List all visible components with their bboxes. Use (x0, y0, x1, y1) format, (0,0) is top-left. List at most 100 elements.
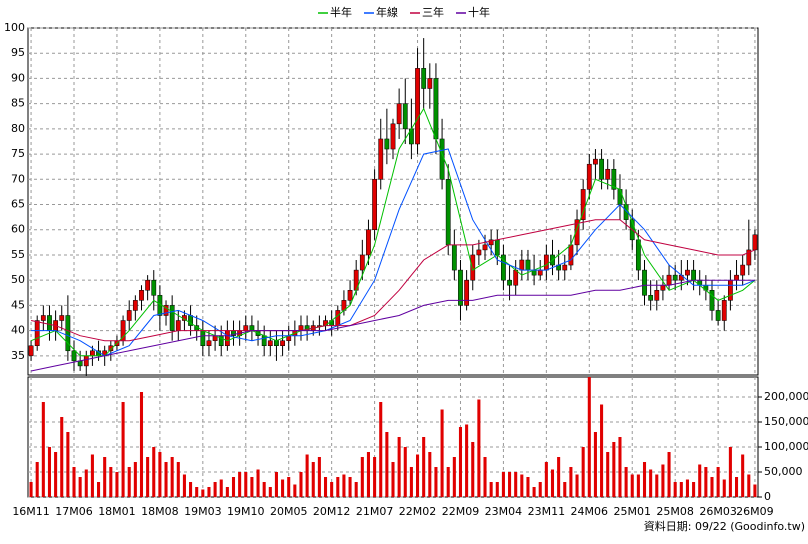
candle-body (635, 239, 641, 271)
candle-body (482, 244, 488, 251)
candle-body (71, 350, 77, 362)
candle-body (617, 189, 623, 205)
candle-body (83, 355, 89, 367)
candle-body (163, 305, 169, 316)
ma-line (31, 148, 756, 357)
y2-tick-label: 0 (764, 490, 771, 503)
candle-body (139, 290, 144, 301)
candle-body (740, 264, 746, 276)
volume-bar (673, 482, 677, 497)
volume-bar (360, 457, 364, 497)
volume-bar (440, 409, 444, 497)
y-tick-label: 50 (11, 273, 25, 286)
y-tick-label: 70 (11, 172, 25, 185)
volume-bar (164, 462, 168, 497)
candle-body (666, 274, 672, 286)
ma-line (30, 219, 756, 342)
volume-bar (385, 432, 389, 497)
volume-bar (250, 477, 254, 497)
candle-body (525, 259, 531, 271)
candle-body (47, 315, 52, 331)
y-tick-label: 90 (11, 71, 25, 84)
volume-bar (618, 437, 622, 497)
candle-body (685, 269, 690, 276)
y-tick-label: 75 (11, 147, 25, 160)
volume-bar (698, 464, 702, 497)
candle-body (488, 239, 494, 246)
volume-bar (483, 457, 487, 497)
y2-tick-label: 50,000 (764, 465, 803, 478)
volume-bar (526, 477, 530, 497)
candle-body (359, 254, 365, 271)
y-tick-label: 95 (11, 46, 25, 59)
volume-bar (409, 467, 413, 497)
volume-bar (281, 479, 285, 497)
candle-body (224, 330, 230, 346)
price-panel (27, 27, 759, 376)
y2-tick-label: 200,000 (764, 390, 808, 403)
candle-body (715, 310, 721, 321)
volume-bar (520, 474, 524, 497)
y-tick-label: 40 (11, 324, 25, 337)
candle-body (501, 254, 506, 281)
candle-body (691, 269, 696, 281)
x-tick-label: 22M02 (399, 505, 437, 518)
volume-bar (728, 447, 732, 497)
y-tick-label: 35 (11, 349, 25, 362)
x-tick-label: 19M10 (227, 505, 265, 518)
volume-bar (679, 482, 683, 497)
volume-bar (722, 479, 726, 497)
volume-bar (471, 442, 475, 497)
candle-body (642, 269, 647, 296)
volume-bar (710, 477, 714, 497)
candle-body (464, 279, 470, 306)
x-tick-label: 20M05 (270, 505, 308, 518)
volume-bar (182, 474, 186, 497)
x-tick-label: 25M08 (656, 505, 694, 518)
volume-bar (348, 477, 352, 497)
volume-bar (391, 462, 395, 497)
x-tick-label: 18M08 (141, 505, 179, 518)
volume-bar (734, 477, 739, 497)
volume-bar (661, 464, 665, 497)
candle-body (243, 325, 249, 331)
legend-label: 十年 (468, 5, 490, 19)
x-tick-label: 16M11 (12, 505, 50, 518)
candle-body (169, 305, 175, 331)
candle-body (611, 168, 617, 190)
volume-bar (47, 447, 52, 497)
candle-body (261, 335, 267, 346)
volume-bar (72, 467, 76, 497)
volume-bar (201, 489, 205, 497)
candle-body (415, 68, 420, 145)
volume-bar (458, 427, 463, 497)
volume-bar (452, 457, 456, 497)
volume-bar (416, 454, 420, 497)
candle-body (372, 179, 377, 230)
volume-bar (379, 402, 383, 497)
candle-body (660, 284, 666, 291)
candle-body (519, 259, 525, 271)
candle-body (175, 320, 181, 331)
candle-body (439, 138, 445, 180)
volume-bar (403, 447, 407, 497)
candle-body (335, 310, 341, 326)
candle-body (421, 68, 427, 89)
y-tick-label: 60 (11, 223, 25, 236)
candle-body (433, 78, 439, 140)
volume-bar (538, 482, 542, 497)
candle-body (396, 103, 402, 125)
volume-bar (716, 467, 720, 497)
volume-bar (317, 457, 321, 497)
volume-bar (84, 469, 88, 497)
candle-body (574, 219, 580, 246)
y-tick-label: 100 (4, 21, 25, 34)
volume-bar (219, 479, 223, 497)
volume-bar (299, 472, 303, 497)
candle-body (120, 320, 126, 341)
volume-bar (121, 402, 125, 497)
volume-bar (133, 462, 137, 497)
y-tick-label: 85 (11, 97, 25, 110)
volume-bar (636, 474, 640, 497)
x-tick-label: 17M06 (55, 505, 93, 518)
